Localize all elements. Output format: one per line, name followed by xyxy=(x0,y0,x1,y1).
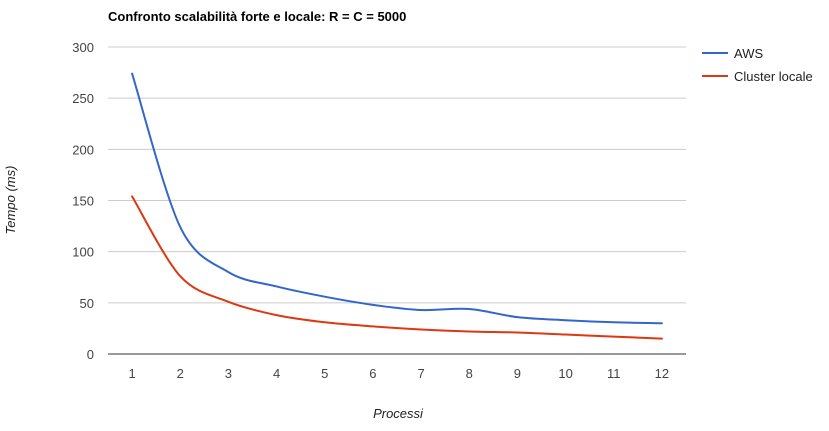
x-tick-label: 7 xyxy=(417,366,424,381)
x-axis-ticks: 1 2 3 4 5 6 7 8 9 10 11 12 xyxy=(128,366,669,381)
x-tick-label: 12 xyxy=(655,366,669,381)
x-tick-label: 11 xyxy=(607,366,621,381)
x-tick-label: 1 xyxy=(128,366,135,381)
x-tick-label: 9 xyxy=(514,366,521,381)
x-tick-label: 10 xyxy=(558,366,572,381)
legend-label: Cluster locale xyxy=(734,69,813,84)
x-axis-title: Processi xyxy=(373,406,424,421)
x-tick-label: 8 xyxy=(466,366,473,381)
series-lines xyxy=(131,72,663,340)
legend-label: AWS xyxy=(734,46,763,61)
series-line-cluster-locale xyxy=(131,195,663,340)
y-tick-label: 300 xyxy=(72,40,94,55)
y-tick-label: 150 xyxy=(72,194,94,209)
x-tick-label: 4 xyxy=(273,366,280,381)
chart-title: Confronto scalabilità forte e locale: R … xyxy=(108,9,406,24)
x-tick-label: 5 xyxy=(321,366,328,381)
x-tick-label: 6 xyxy=(369,366,376,381)
y-axis-title: Tempo (ms) xyxy=(3,166,18,235)
y-tick-label: 200 xyxy=(72,142,94,157)
legend: AWS Cluster locale xyxy=(702,46,813,84)
y-tick-label: 250 xyxy=(72,91,94,106)
y-axis-ticks: 0 50 100 150 200 250 300 xyxy=(72,40,94,362)
y-tick-label: 100 xyxy=(72,245,94,260)
series-line-aws xyxy=(131,72,663,325)
x-tick-label: 3 xyxy=(225,366,232,381)
x-tick-label: 2 xyxy=(177,366,184,381)
gridlines xyxy=(108,46,686,355)
y-tick-label: 50 xyxy=(80,296,94,311)
y-tick-label: 0 xyxy=(87,347,94,362)
